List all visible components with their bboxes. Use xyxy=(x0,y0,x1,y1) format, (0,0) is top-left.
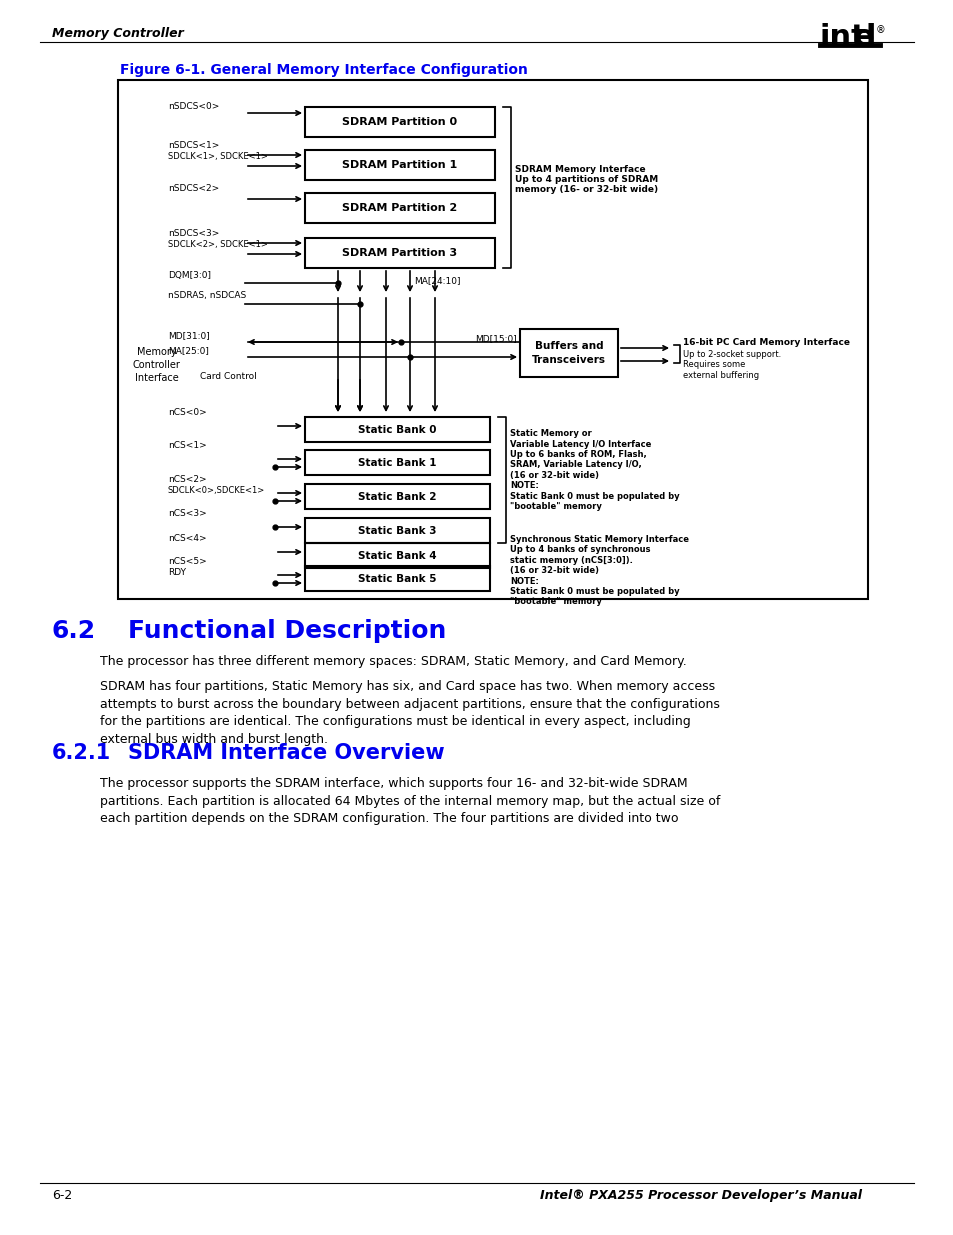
Text: nSDCS<0>: nSDCS<0> xyxy=(168,103,219,111)
Text: 6.2.1: 6.2.1 xyxy=(52,743,112,763)
Text: Intel® PXA255 Processor Developer’s Manual: Intel® PXA255 Processor Developer’s Manu… xyxy=(539,1189,862,1202)
Text: SDCLK<2>, SDCKE<1>: SDCLK<2>, SDCKE<1> xyxy=(168,240,268,249)
Text: ®: ® xyxy=(875,25,884,35)
Text: Transceivers: Transceivers xyxy=(532,354,605,366)
Text: Static Memory or
Variable Latency I/O Interface
Up to 6 banks of ROM, Flash,
SRA: Static Memory or Variable Latency I/O In… xyxy=(510,429,679,511)
Text: 6-2: 6-2 xyxy=(52,1189,72,1202)
Text: nCS<0>: nCS<0> xyxy=(168,408,207,417)
Text: int: int xyxy=(820,23,866,52)
Text: nCS<3>: nCS<3> xyxy=(168,509,207,517)
Bar xyxy=(519,329,618,377)
Bar xyxy=(305,566,490,592)
Text: nSDCS<1>: nSDCS<1> xyxy=(168,141,219,149)
Text: Memory Controller: Memory Controller xyxy=(52,27,184,40)
Text: Static Bank 5: Static Bank 5 xyxy=(358,573,436,583)
Text: e: e xyxy=(853,23,874,52)
Text: MD[31:0]: MD[31:0] xyxy=(168,331,210,340)
Bar xyxy=(305,484,490,509)
Text: nSDRAS, nSDCAS: nSDRAS, nSDCAS xyxy=(168,291,246,300)
Text: SDRAM Partition 2: SDRAM Partition 2 xyxy=(342,203,457,212)
Text: RDY: RDY xyxy=(168,568,186,577)
Text: 16-bit PC Card Memory Interface: 16-bit PC Card Memory Interface xyxy=(682,338,849,347)
Text: SDRAM Partition 3: SDRAM Partition 3 xyxy=(342,248,457,258)
Text: nCS<5>: nCS<5> xyxy=(168,557,207,566)
Bar xyxy=(305,517,490,543)
Text: nSDCS<2>: nSDCS<2> xyxy=(168,184,219,193)
Text: SDCLK<1>, SDCKE<1>: SDCLK<1>, SDCKE<1> xyxy=(168,152,268,161)
Text: SDRAM Interface Overview: SDRAM Interface Overview xyxy=(128,743,444,763)
Text: SDCLK<0>,SDCKE<1>: SDCLK<0>,SDCKE<1> xyxy=(168,487,265,495)
Text: Static Bank 3: Static Bank 3 xyxy=(358,526,436,536)
Text: Functional Description: Functional Description xyxy=(128,619,446,643)
Text: nCS<1>: nCS<1> xyxy=(168,441,207,450)
Text: Static Bank 2: Static Bank 2 xyxy=(358,492,436,501)
Text: The processor supports the SDRAM interface, which supports four 16- and 32-bit-w: The processor supports the SDRAM interfa… xyxy=(100,777,720,825)
Text: DQM[3:0]: DQM[3:0] xyxy=(168,270,211,280)
Bar xyxy=(118,80,867,599)
Bar xyxy=(305,543,490,568)
Text: MA[25:0]: MA[25:0] xyxy=(168,346,209,354)
Text: Figure 6-1. General Memory Interface Configuration: Figure 6-1. General Memory Interface Con… xyxy=(120,63,527,77)
Text: Buffers and: Buffers and xyxy=(534,341,602,351)
Text: Static Bank 0: Static Bank 0 xyxy=(358,425,436,435)
Bar xyxy=(305,417,490,442)
Text: Static Bank 1: Static Bank 1 xyxy=(358,457,436,468)
Text: Memory
Controller
Interface: Memory Controller Interface xyxy=(132,347,181,383)
Text: Static Bank 4: Static Bank 4 xyxy=(357,551,436,561)
Bar xyxy=(305,193,495,224)
Bar xyxy=(305,238,495,268)
Text: Up to 2-socket support.
Requires some
external buffering: Up to 2-socket support. Requires some ex… xyxy=(682,350,781,380)
Text: SDRAM Partition 0: SDRAM Partition 0 xyxy=(342,117,457,127)
Text: Synchronous Static Memory Interface
Up to 4 banks of synchronous
static memory (: Synchronous Static Memory Interface Up t… xyxy=(510,535,688,606)
Bar xyxy=(305,107,495,137)
Bar xyxy=(305,149,495,180)
Text: l: l xyxy=(865,23,876,52)
Text: nSDCS<3>: nSDCS<3> xyxy=(168,228,219,238)
Text: Card Control: Card Control xyxy=(200,372,256,382)
Text: MD[15:0]: MD[15:0] xyxy=(475,333,517,343)
Text: The processor has three different memory spaces: SDRAM, Static Memory, and Card : The processor has three different memory… xyxy=(100,655,686,668)
Text: MA[24:10]: MA[24:10] xyxy=(414,275,460,285)
Text: SDRAM has four partitions, Static Memory has six, and Card space has two. When m: SDRAM has four partitions, Static Memory… xyxy=(100,680,720,746)
Bar xyxy=(305,450,490,475)
Text: 6.2: 6.2 xyxy=(52,619,96,643)
Text: nCS<4>: nCS<4> xyxy=(168,534,207,543)
Text: SDRAM Partition 1: SDRAM Partition 1 xyxy=(342,161,457,170)
Text: SDRAM Memory Interface
Up to 4 partitions of SDRAM
memory (16- or 32-bit wide): SDRAM Memory Interface Up to 4 partition… xyxy=(515,164,658,194)
Text: nCS<2>: nCS<2> xyxy=(168,475,207,484)
